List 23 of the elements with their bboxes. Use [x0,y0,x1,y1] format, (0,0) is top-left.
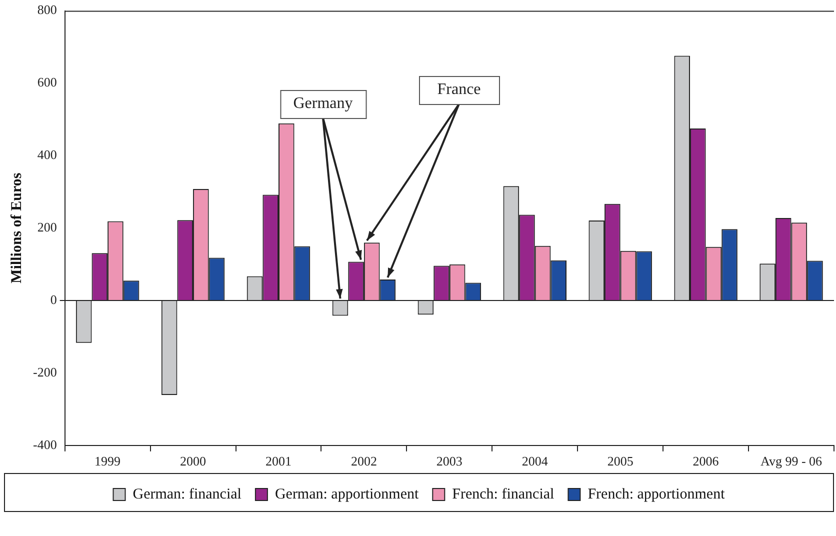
x-tick-label: 2006 [692,454,720,469]
y-tick-label: -400 [32,436,57,452]
x-tick-label: 2001 [265,454,292,469]
y-tick-label: 800 [37,2,57,18]
y-tick-label: 200 [37,220,57,235]
x-tick-label: 2002 [350,454,377,469]
legend-label: French: apportionment [588,486,726,502]
x-tick-label: 2003 [436,454,462,469]
x-tick-label: 2004 [522,454,548,469]
y-tick-label: 600 [37,74,57,90]
x-tick-label: Avg 99 - 06 [760,454,823,469]
y-axis-title: Millions of Euros [8,172,25,284]
x-tick-label: 1999 [94,454,121,469]
x-tick-label: 2005 [607,454,634,469]
annotation: France [437,81,481,98]
legend-label: French: financial [452,486,554,502]
legend-label: German: apportionment [274,486,420,502]
x-tick-label: 2000 [180,454,206,469]
legend-label: German: financial [132,486,242,502]
annotation: Germany [293,95,353,112]
y-tick-label: 400 [37,147,57,162]
y-tick-label: -200 [32,364,57,380]
y-tick-label: 0 [50,292,57,307]
